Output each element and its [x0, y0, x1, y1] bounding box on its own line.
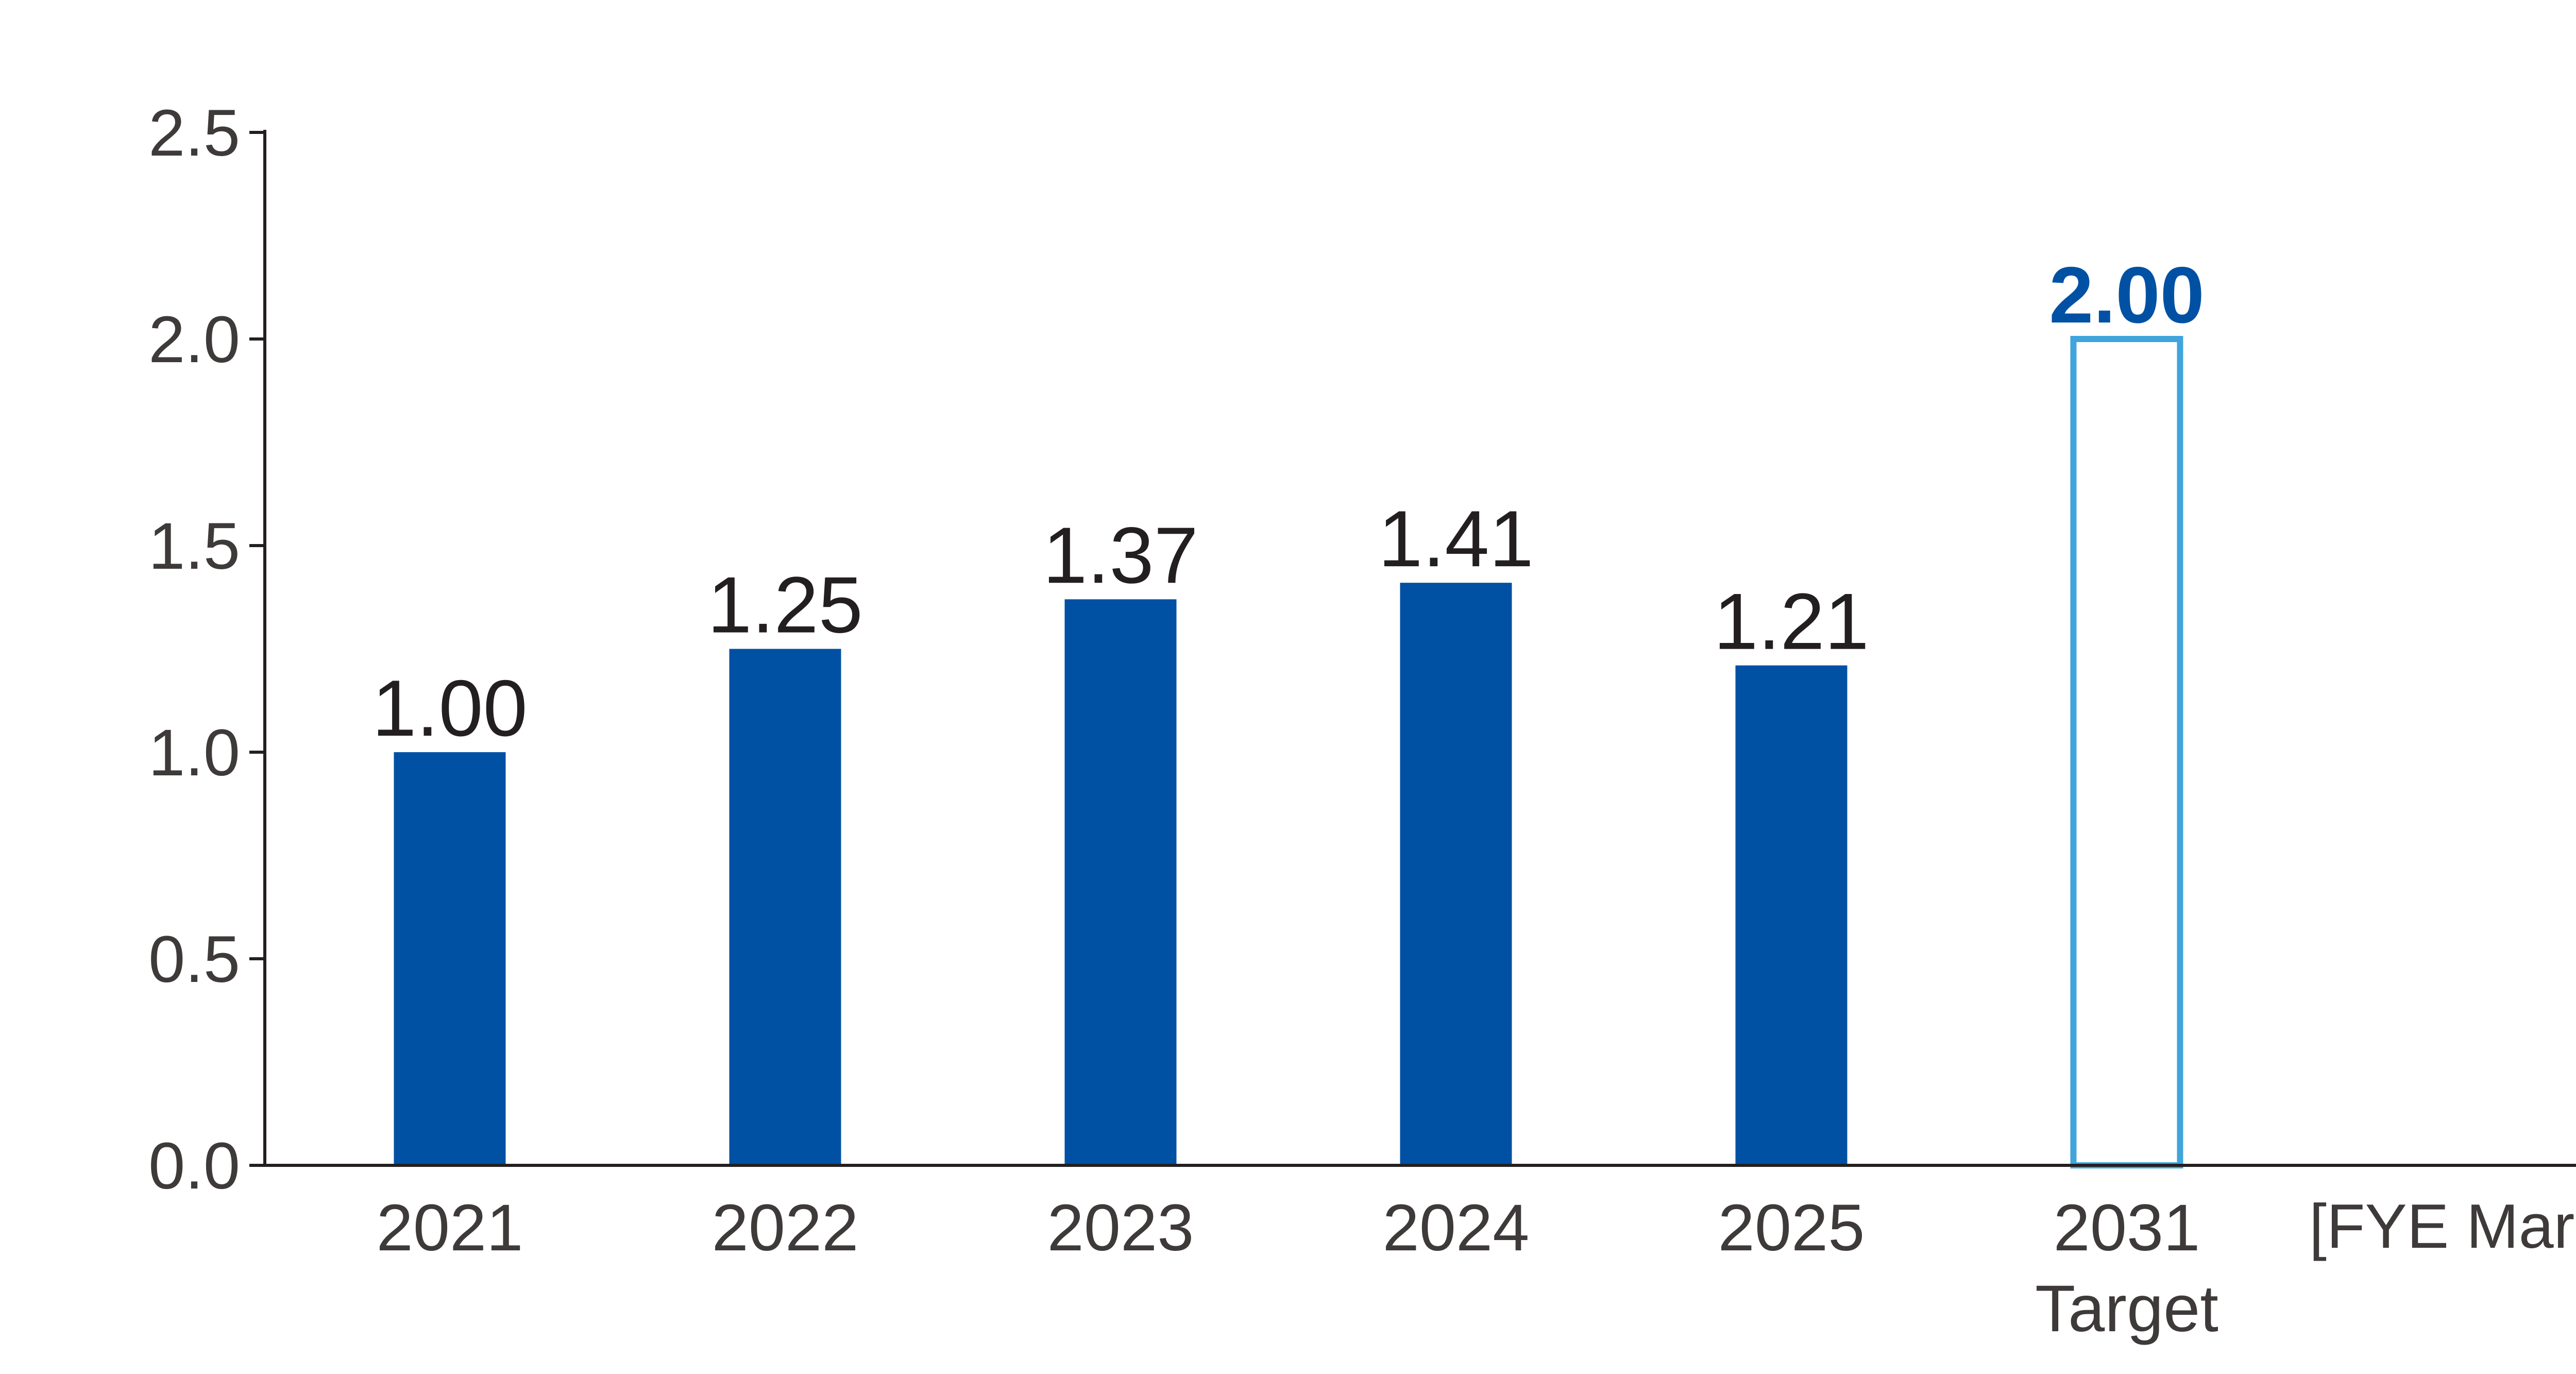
bars	[394, 336, 2183, 1168]
y-tick-label: 0.0	[148, 1129, 240, 1203]
bar	[1064, 599, 1177, 1165]
value-label: 1.37	[1043, 511, 1198, 600]
x-tick-label: 2021	[377, 1191, 523, 1265]
value-label: 1.25	[707, 561, 863, 650]
value-label: 1.21	[1714, 577, 1869, 666]
x-tick-label: 2024	[1383, 1191, 1530, 1265]
bar	[1735, 665, 1848, 1165]
value-label-target: 2.00	[2049, 250, 2205, 340]
bar-target	[2070, 336, 2183, 1168]
x-tick-sublabel: Target	[2035, 1272, 2218, 1346]
y-axis-ticks: 0.0 0.5 1.0 1.5 2.0 2.5	[148, 96, 265, 1203]
x-axis-unit-label: [FYE March]	[2309, 1191, 2576, 1261]
bar	[394, 752, 506, 1165]
bar	[1400, 583, 1512, 1165]
value-label: 1.41	[1378, 494, 1534, 583]
x-tick-label: 2031	[2054, 1191, 2200, 1265]
y-tick-label: 2.0	[148, 303, 240, 377]
y-tick-label: 0.5	[148, 923, 240, 996]
y-tick-label: 1.0	[148, 716, 240, 790]
y-tick-label: 2.5	[148, 96, 240, 170]
value-label: 1.00	[372, 664, 528, 753]
x-tick-label: 2022	[712, 1191, 859, 1265]
x-tick-label: 2023	[1047, 1191, 1194, 1265]
bar	[729, 649, 841, 1165]
value-labels: 1.00 1.25 1.37 1.41 1.21 2.00	[372, 250, 2205, 753]
x-tick-label: 2025	[1718, 1191, 1865, 1265]
y-tick-label: 1.5	[148, 510, 240, 583]
